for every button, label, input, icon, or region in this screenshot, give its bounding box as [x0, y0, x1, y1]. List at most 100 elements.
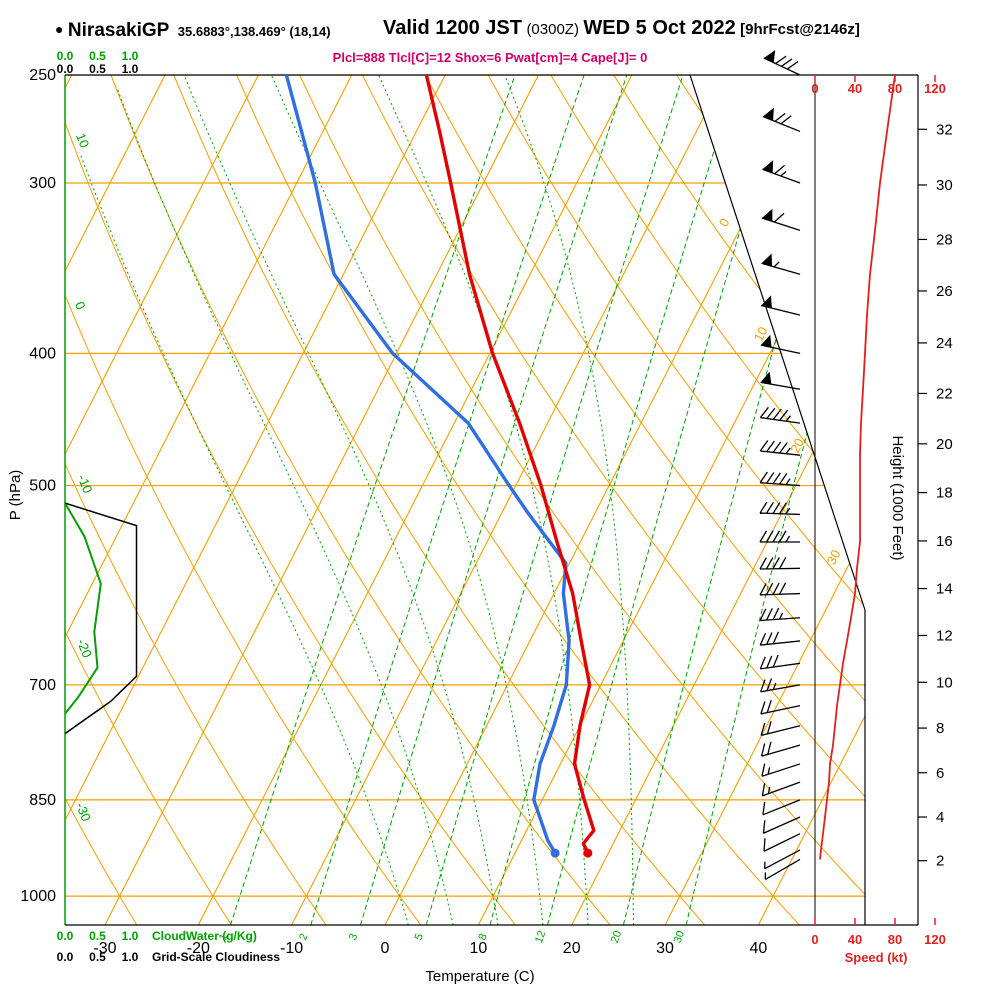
- height-tick-label: 4: [936, 809, 944, 826]
- wind-barb: [762, 107, 801, 133]
- temperature-tick-label: 20: [563, 940, 581, 957]
- isotherm-edge-label: 30: [824, 547, 844, 567]
- wind-barb: [759, 607, 801, 622]
- cloudiness-curve: [65, 502, 138, 735]
- wind-barb: [759, 530, 800, 543]
- cloudiness-scale-top: 0.5: [89, 62, 106, 76]
- height-tick-label: 18: [936, 485, 953, 502]
- speed-tick-label-bottom: 80: [888, 932, 902, 947]
- diagonal-boundary: [689, 74, 866, 611]
- cloudiness-caption: Grid-Scale Cloudiness: [152, 950, 280, 964]
- height-tick-label: 10: [936, 674, 953, 691]
- temperature-tick-label: -20: [187, 940, 210, 957]
- height-tick-label: 2: [936, 853, 944, 870]
- height-tick-label: 16: [936, 533, 953, 550]
- cloudiness-scale-bottom: 1.0: [122, 950, 139, 964]
- wind-barb: [760, 721, 801, 737]
- temperature-tick-label: 0: [381, 940, 390, 957]
- height-tick-label: 22: [936, 385, 953, 402]
- cloudwater-scale-bottom: 0.0: [57, 929, 74, 943]
- dry-adiabat-label: 0: [72, 299, 89, 311]
- isotherm-grid: [65, 75, 865, 925]
- speed-profile-curve: [819, 74, 896, 860]
- mixing-ratio-labels: 1 2 3 5 8 12 20 30: [217, 929, 687, 945]
- dewpoint-curve: [284, 75, 571, 858]
- speed-tick-label-top: 80: [888, 81, 902, 96]
- mixing-ratio-label: 8: [476, 932, 489, 942]
- wind-barb: [761, 208, 801, 232]
- speed-tick-label-top: 120: [924, 81, 946, 96]
- wind-barb: [761, 781, 801, 797]
- temperature-tick-label: 30: [656, 940, 674, 957]
- speed-tick-label-bottom: 120: [924, 932, 946, 947]
- height-tick-label: 32: [936, 121, 953, 138]
- dry-adiabat-label: -30: [73, 800, 94, 823]
- station-bullet-icon: ●: [55, 21, 64, 37]
- pressure-tick-label: 1000: [20, 888, 56, 905]
- pressure-tick-label: 300: [29, 175, 56, 192]
- cloudiness-scale-top: 1.0: [122, 62, 139, 76]
- surface-dewpoint-dot: [550, 848, 560, 858]
- height-tick-label: 24: [936, 335, 953, 352]
- cloudwater-scale-top: 0.5: [89, 49, 106, 63]
- speed-tick-label-bottom: 40: [848, 932, 862, 947]
- cloudwater-caption: CloudWater (g/Kg): [152, 929, 257, 943]
- background-grid: [65, 75, 865, 925]
- height-tick-label: 14: [936, 581, 953, 598]
- height-tick-label: 30: [936, 177, 953, 194]
- pressure-grid: [65, 75, 865, 897]
- valid-main: Valid 1200 JST: [383, 17, 522, 39]
- wind-barb: [759, 440, 801, 456]
- temperature-tick-label: -30: [93, 940, 116, 957]
- wind-barb: [761, 763, 801, 777]
- height-tick-label: 12: [936, 627, 953, 644]
- valid-time-title: Valid 1200 JST (0300Z) WED 5 Oct 2022 [9…: [383, 17, 860, 40]
- wind-barb: [760, 700, 801, 715]
- cloudwater-scale-bottom: 1.0: [122, 929, 139, 943]
- chart-header: ● NirasakiGP 35.6883°,138.469° (18,14) V…: [0, 0, 1000, 48]
- wind-barb: [759, 557, 801, 570]
- cloudwater-scale-top: 0.0: [57, 49, 74, 63]
- temperature-tick-label: 40: [750, 940, 768, 957]
- wind-barb: [764, 858, 801, 881]
- temperature-tick-label: -10: [280, 940, 303, 957]
- wind-barb: [759, 678, 801, 693]
- wind-barb: [759, 406, 801, 424]
- pressure-tick-label: 250: [29, 67, 56, 84]
- station-coords: 35.6883°,138.469° (18,14): [177, 24, 331, 39]
- mixing-ratio-label: 20: [609, 929, 624, 945]
- wind-barb: [759, 471, 801, 487]
- wind-barb: [759, 654, 801, 670]
- station-title: ● NirasakiGP 35.6883°,138.469° (18,14): [55, 20, 331, 42]
- wind-barb: [762, 816, 801, 834]
- valid-date: WED 5 Oct 2022: [583, 17, 736, 39]
- isotherm-edge-label: 10: [751, 324, 771, 344]
- wind-barb: [761, 253, 801, 275]
- pressure-tick-label: 700: [29, 677, 56, 694]
- wind-barb: [759, 501, 801, 516]
- cloudiness-scale-bottom: 0.0: [57, 950, 74, 964]
- wind-barb: [760, 334, 801, 355]
- cloudwater-scale-bottom: 0.5: [89, 929, 106, 943]
- mixing-ratio-label: 12: [533, 929, 548, 945]
- dry-adiabats: [65, 75, 865, 925]
- wind-barb: [759, 582, 801, 596]
- height-tick-label: 20: [936, 436, 953, 453]
- wind-barb: [763, 50, 801, 76]
- plot-border: [64, 74, 919, 926]
- station-name: NirasakiGP: [67, 20, 170, 41]
- pressure-axis-title: P (hPa): [7, 470, 24, 521]
- surface-temperature-dot: [583, 848, 593, 858]
- pressure-tick-label: 400: [29, 345, 56, 362]
- cloud-scales: 0.00.00.00.00.50.50.50.51.01.01.01.0Clou…: [57, 49, 281, 964]
- dry-adiabat-label: 10: [73, 131, 92, 150]
- temperature-tick-label: 10: [469, 940, 487, 957]
- height-tick-label: 6: [936, 765, 944, 782]
- wind-barb: [763, 833, 801, 852]
- isotherm-edge-label: 20: [787, 436, 807, 456]
- temperature-curve: [424, 75, 596, 858]
- wind-barb: [759, 631, 801, 646]
- pressure-tick-label: 500: [29, 478, 56, 495]
